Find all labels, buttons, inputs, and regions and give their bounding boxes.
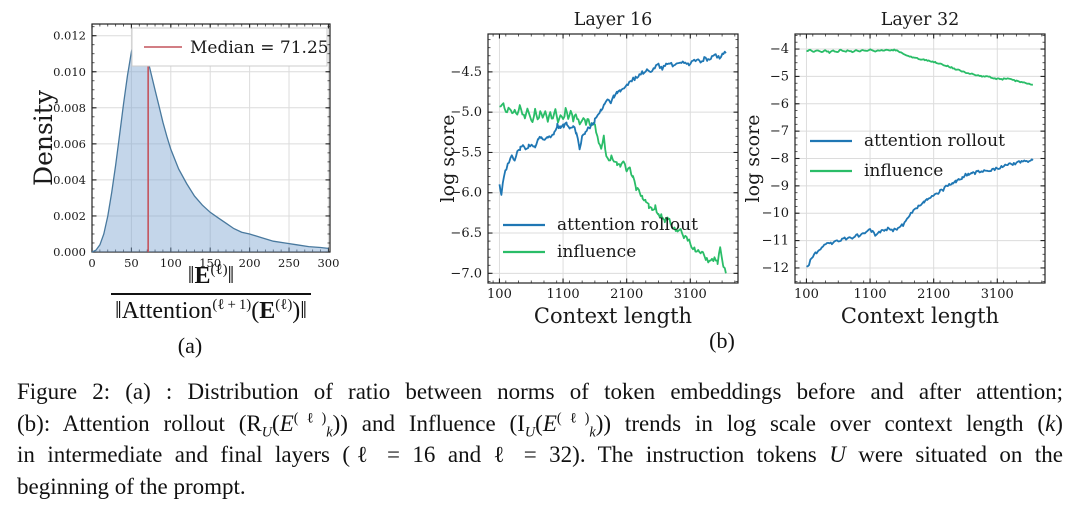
- density-edge: [91, 33, 329, 253]
- svg-text:Layer 32: Layer 32: [881, 10, 960, 30]
- svg-text:0.010: 0.010: [53, 65, 86, 79]
- panel-b-label: (b): [709, 328, 735, 353]
- svg-text:attention rollout: attention rollout: [864, 131, 1005, 151]
- svg-text:−6: −6: [770, 97, 789, 112]
- svg-text:1100: 1100: [854, 287, 887, 302]
- series-attention-rollout: [498, 50, 727, 196]
- density-chart: 0 50 100 150 200 250 300 0.000 0.002 0.004 0.006 0.…: [29, 23, 339, 270]
- svg-text:−4.5: −4.5: [450, 65, 482, 80]
- svg-text:0.002: 0.002: [53, 209, 86, 223]
- svg-text:−7: −7: [770, 124, 789, 139]
- svg-text:Layer 16: Layer 16: [574, 10, 653, 30]
- svg-text:−4: −4: [770, 42, 789, 57]
- fraction-numerator: ‖E(ℓ)‖: [110, 262, 312, 295]
- svg-text:Median = 71.25: Median = 71.25: [190, 38, 329, 58]
- panel-a-xlabel-formula: ‖E(ℓ)‖ ‖Attention(ℓ + 1)(E(ℓ))‖: [92, 262, 330, 326]
- svg-text:100: 100: [487, 287, 512, 302]
- svg-text:−12: −12: [762, 261, 789, 276]
- svg-text:0: 0: [88, 256, 95, 270]
- svg-text:−5.0: −5.0: [450, 105, 482, 120]
- svg-text:Context length: Context length: [841, 304, 999, 328]
- layer16-chart: 100 1100 2100 3100 −4.5 −5.0 −5.5 −6.0 −6.5 −7.0 L…: [440, 10, 739, 328]
- svg-text:−8: −8: [770, 152, 789, 167]
- svg-text:Density: Density: [29, 89, 58, 186]
- svg-text:0.000: 0.000: [53, 245, 86, 259]
- caption-line-2: (b): Attention rollout (RU(E(ℓ)k)) and I…: [17, 409, 1063, 441]
- svg-text:log score: log score: [745, 115, 764, 203]
- fraction-denominator: ‖Attention(ℓ + 1)(E(ℓ))‖: [114, 296, 308, 324]
- svg-text:−6.5: −6.5: [450, 226, 482, 241]
- svg-text:−9: −9: [770, 179, 789, 194]
- series-influence: [806, 48, 1033, 86]
- svg-text:1100: 1100: [547, 287, 580, 302]
- svg-text:Context length: Context length: [534, 304, 692, 328]
- svg-text:2100: 2100: [610, 287, 643, 302]
- layer32-chart: 100 1100 2100 3100 −4 −5 −6 −7 −8 −9 −10 −11 −12 Laye…: [745, 10, 1046, 328]
- svg-text:50: 50: [124, 256, 139, 270]
- svg-text:100: 100: [794, 287, 819, 302]
- svg-text:0.004: 0.004: [53, 173, 86, 187]
- svg-text:3100: 3100: [674, 287, 707, 302]
- svg-text:attention rollout: attention rollout: [557, 215, 698, 235]
- svg-text:300: 300: [317, 256, 339, 270]
- svg-text:100: 100: [160, 256, 182, 270]
- svg-text:−5: −5: [770, 69, 789, 84]
- ratio-fraction: ‖E(ℓ)‖ ‖Attention(ℓ + 1)(E(ℓ))‖: [110, 262, 312, 326]
- figure-caption: Figure 2: (a) : Distribution of ratio be…: [17, 376, 1063, 502]
- svg-text:log score: log score: [440, 115, 459, 203]
- panel-a-label: (a): [177, 333, 203, 358]
- svg-text:200: 200: [239, 256, 261, 270]
- series-influence: [499, 102, 727, 274]
- svg-text:−10: −10: [762, 206, 789, 221]
- caption-line-1: Figure 2: (a) : Distribution of ratio be…: [17, 379, 1063, 404]
- svg-text:influence: influence: [557, 242, 636, 262]
- svg-text:0.006: 0.006: [53, 137, 86, 151]
- svg-text:−11: −11: [762, 234, 789, 249]
- svg-text:3100: 3100: [981, 287, 1014, 302]
- caption-line-4: beginning of the prompt.: [17, 473, 246, 499]
- svg-text:2100: 2100: [917, 287, 950, 302]
- density-area: [92, 33, 329, 253]
- svg-text:250: 250: [278, 256, 300, 270]
- svg-text:150: 150: [199, 256, 221, 270]
- svg-text:0.012: 0.012: [53, 29, 86, 43]
- caption-line-3: in intermediate and final layers (ℓ = 16…: [17, 442, 1063, 467]
- svg-text:−6.0: −6.0: [450, 186, 482, 201]
- series-attention-rollout: [806, 158, 1034, 268]
- svg-text:0.008: 0.008: [53, 101, 86, 115]
- svg-text:−7.0: −7.0: [450, 266, 482, 281]
- svg-text:influence: influence: [864, 161, 943, 181]
- svg-text:−5.5: −5.5: [450, 145, 482, 160]
